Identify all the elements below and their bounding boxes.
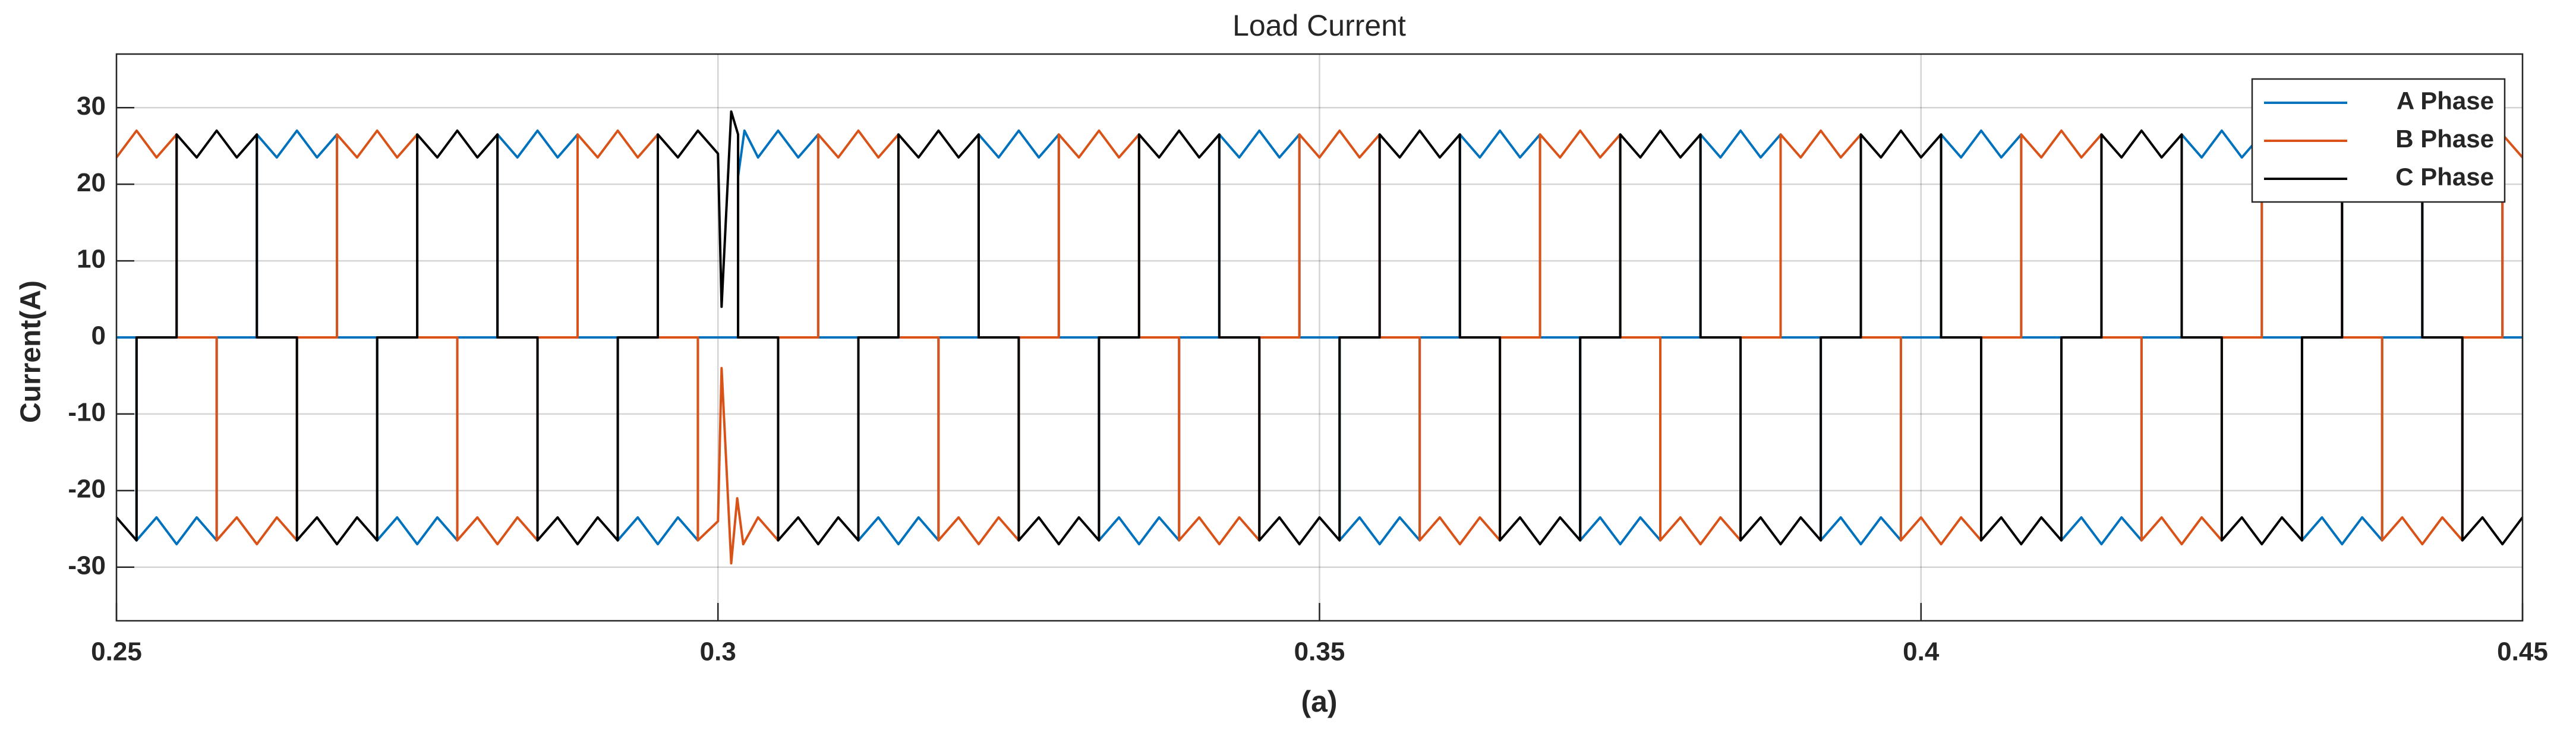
legend-label: C Phase	[2395, 163, 2494, 191]
y-tick-label: -20	[68, 474, 106, 503]
plot-frame	[115, 53, 2524, 622]
chart-title: Load Current	[1232, 9, 1406, 42]
x-tick-label: 0.25	[91, 637, 142, 667]
x-tick-label: 0.35	[1294, 637, 1345, 667]
y-tick-label: 30	[77, 91, 106, 121]
x-tick-label: 0.3	[700, 637, 736, 667]
series-line	[116, 129, 2523, 565]
y-tick-label: 0	[92, 321, 106, 350]
legend-label: B Phase	[2395, 125, 2494, 153]
y-tick-label: -30	[68, 551, 106, 580]
y-tick-label: 10	[77, 245, 106, 274]
series-line	[116, 110, 2523, 546]
y-tick-label: -10	[68, 398, 106, 427]
x-axis-label: (a)	[1301, 685, 1337, 718]
legend: A Phase B Phase C Phase	[2251, 78, 2506, 203]
x-tick-label: 0.45	[2497, 637, 2548, 667]
y-axis-label: Current(A)	[15, 280, 47, 423]
y-tick-label: 20	[77, 168, 106, 197]
x-tick-label: 0.4	[1903, 637, 1940, 667]
legend-label: A Phase	[2397, 87, 2494, 115]
